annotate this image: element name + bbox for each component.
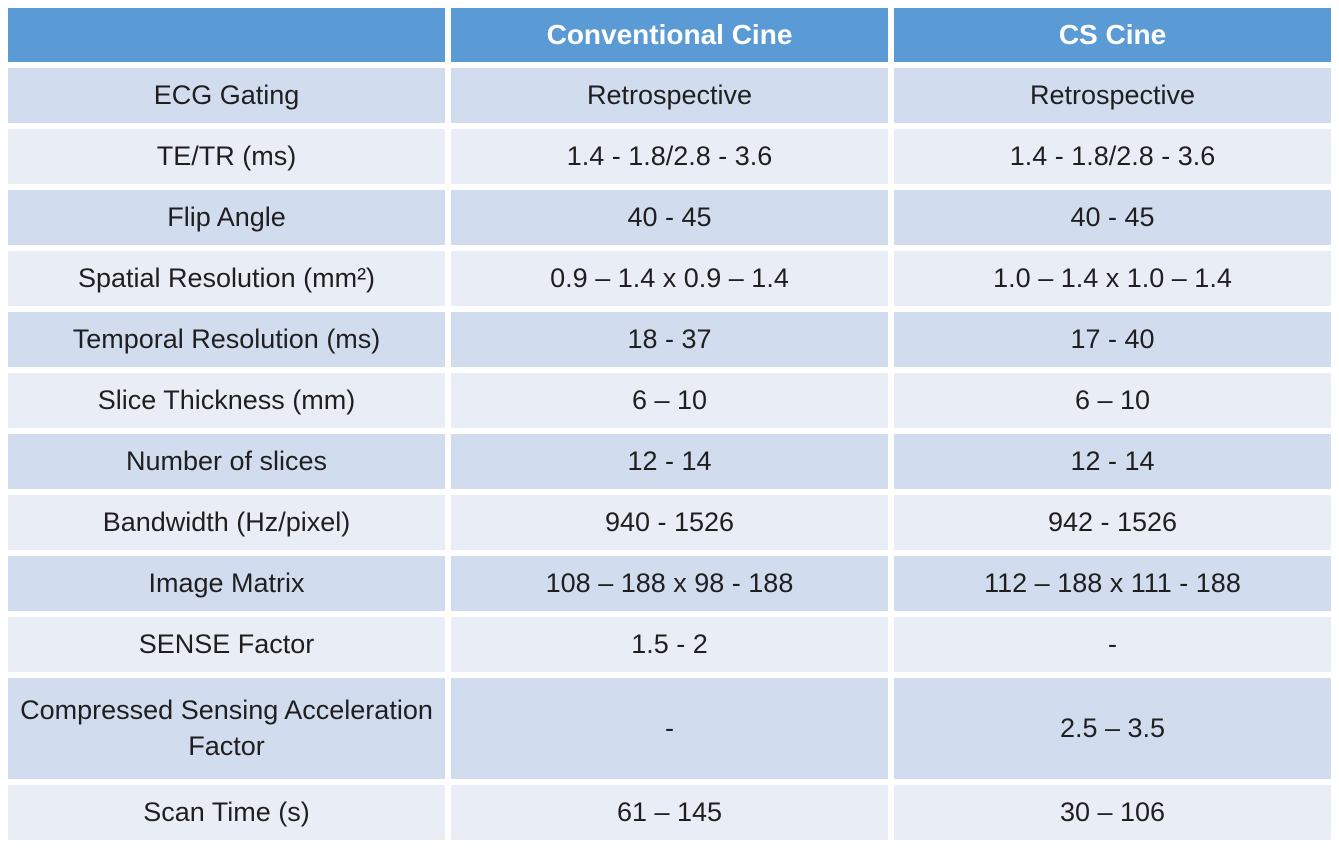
cell-conventional: 18 - 37 xyxy=(451,312,888,367)
table-row-slice-thickness: Slice Thickness (mm) 6 – 10 6 – 10 xyxy=(8,373,1331,428)
cell-cs: 12 - 14 xyxy=(894,434,1331,489)
cell-conventional: 6 – 10 xyxy=(451,373,888,428)
cell-cs: 1.0 – 1.4 x 1.0 – 1.4 xyxy=(894,251,1331,306)
table-row-ecg-gating: ECG Gating Retrospective Retrospective xyxy=(8,68,1331,123)
cell-conventional: 108 – 188 x 98 - 188 xyxy=(451,556,888,611)
table-row-te-tr: TE/TR (ms) 1.4 - 1.8/2.8 - 3.6 1.4 - 1.8… xyxy=(8,129,1331,184)
table-row-number-of-slices: Number of slices 12 - 14 12 - 14 xyxy=(8,434,1331,489)
cell-cs: 30 – 106 xyxy=(894,785,1331,840)
row-label: Compressed Sensing Acceleration Factor xyxy=(8,678,445,779)
row-label: Spatial Resolution (mm²) xyxy=(8,251,445,306)
row-label: Flip Angle xyxy=(8,190,445,245)
row-label: TE/TR (ms) xyxy=(8,129,445,184)
header-cell-conventional-cine: Conventional Cine xyxy=(451,8,888,62)
cell-cs: 1.4 - 1.8/2.8 - 3.6 xyxy=(894,129,1331,184)
cell-conventional: 1.5 - 2 xyxy=(451,617,888,672)
cell-cs: 17 - 40 xyxy=(894,312,1331,367)
row-label: Slice Thickness (mm) xyxy=(8,373,445,428)
row-label: ECG Gating xyxy=(8,68,445,123)
row-label: SENSE Factor xyxy=(8,617,445,672)
header-cell-cs-cine: CS Cine xyxy=(894,8,1331,62)
cell-conventional: 940 - 1526 xyxy=(451,495,888,550)
row-label: Image Matrix xyxy=(8,556,445,611)
row-label: Bandwidth (Hz/pixel) xyxy=(8,495,445,550)
cell-cs: - xyxy=(894,617,1331,672)
row-label: Temporal Resolution (ms) xyxy=(8,312,445,367)
cell-conventional: Retrospective xyxy=(451,68,888,123)
cell-conventional: 61 – 145 xyxy=(451,785,888,840)
cell-cs: 2.5 – 3.5 xyxy=(894,678,1331,779)
cell-cs: Retrospective xyxy=(894,68,1331,123)
table-row-bandwidth: Bandwidth (Hz/pixel) 940 - 1526 942 - 15… xyxy=(8,495,1331,550)
table-row-scan-time: Scan Time (s) 61 – 145 30 – 106 xyxy=(8,785,1331,840)
row-label: Number of slices xyxy=(8,434,445,489)
table-row-spatial-resolution: Spatial Resolution (mm²) 0.9 – 1.4 x 0.9… xyxy=(8,251,1331,306)
table-row-image-matrix: Image Matrix 108 – 188 x 98 - 188 112 – … xyxy=(8,556,1331,611)
table-row-temporal-resolution: Temporal Resolution (ms) 18 - 37 17 - 40 xyxy=(8,312,1331,367)
table-row-flip-angle: Flip Angle 40 - 45 40 - 45 xyxy=(8,190,1331,245)
table-row-cs-acceleration-factor: Compressed Sensing Acceleration Factor -… xyxy=(8,678,1331,779)
cell-cs: 112 – 188 x 111 - 188 xyxy=(894,556,1331,611)
header-row: Conventional Cine CS Cine xyxy=(8,8,1331,62)
header-cell-parameter xyxy=(8,8,445,62)
table-row-sense-factor: SENSE Factor 1.5 - 2 - xyxy=(8,617,1331,672)
cell-conventional: 12 - 14 xyxy=(451,434,888,489)
row-label: Scan Time (s) xyxy=(8,785,445,840)
cell-conventional: 40 - 45 xyxy=(451,190,888,245)
cell-conventional: - xyxy=(451,678,888,779)
cell-conventional: 1.4 - 1.8/2.8 - 3.6 xyxy=(451,129,888,184)
cell-conventional: 0.9 – 1.4 x 0.9 – 1.4 xyxy=(451,251,888,306)
cell-cs: 942 - 1526 xyxy=(894,495,1331,550)
cell-cs: 40 - 45 xyxy=(894,190,1331,245)
cell-cs: 6 – 10 xyxy=(894,373,1331,428)
